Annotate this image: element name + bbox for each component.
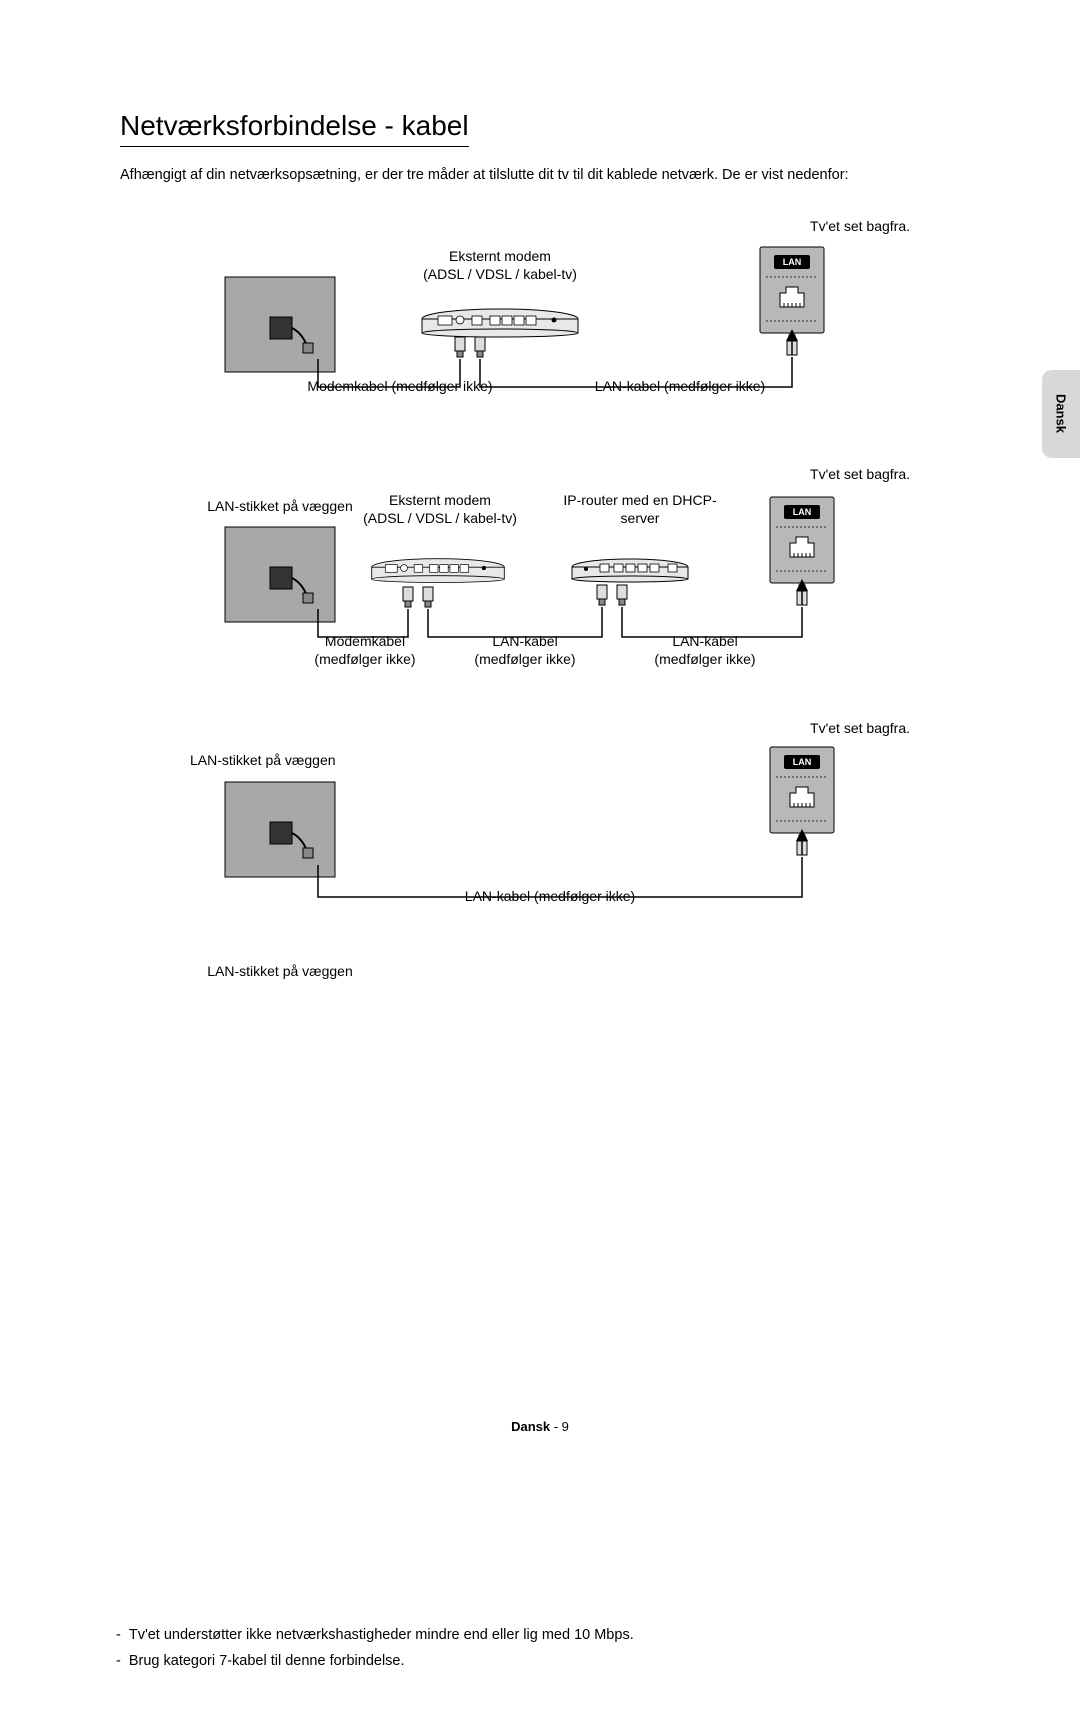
d3-wall-label: LAN-stikket på væggen [190, 751, 370, 769]
d2-modemcable-label: Modemkabel(medfølger ikke) [300, 632, 430, 668]
page-footer: Dansk - 9 [0, 1419, 1080, 1434]
d3-lancable-label: LAN-kabel (medfølger ikke) [440, 887, 660, 905]
note-item: Brug kategori 7-kabel til denne forbinde… [130, 1648, 960, 1674]
d1-tvback-label: Tv'et set bagfra. [710, 217, 910, 235]
note-item: Tv'et understøtter ikke netværkshastighe… [130, 1622, 960, 1648]
d2-wall-label: LAN-stikket på væggen [190, 497, 370, 515]
d1-wall-label: LAN-stikket på væggen [190, 962, 370, 980]
page-title: Netværksforbindelse - kabel [120, 110, 469, 147]
intro-text: Afhængigt af din netværksopsætning, er d… [120, 165, 960, 187]
notes-list: Tv'et understøtter ikke netværkshastighe… [120, 1622, 960, 1674]
diagrams: LAN [170, 217, 910, 962]
d2-router-label: IP-router med en DHCP-server [550, 491, 730, 527]
d2-lancable1-label: LAN-kabel(medfølger ikke) [460, 632, 590, 668]
d2-lancable2-label: LAN-kabel(medfølger ikke) [640, 632, 770, 668]
d2-modem-label: Eksternt modem(ADSL / VDSL / kabel-tv) [360, 491, 520, 527]
d1-modem-label: Eksternt modem(ADSL / VDSL / kabel-tv) [420, 247, 580, 283]
d1-modemcable-label: Modemkabel (medfølger ikke) [290, 377, 510, 395]
d3-tvback-label: Tv'et set bagfra. [710, 719, 910, 737]
d2-tvback-label: Tv'et set bagfra. [710, 465, 910, 483]
language-tab: Dansk [1042, 370, 1080, 458]
d1-lancable-label: LAN-kabel (medfølger ikke) [570, 377, 790, 395]
